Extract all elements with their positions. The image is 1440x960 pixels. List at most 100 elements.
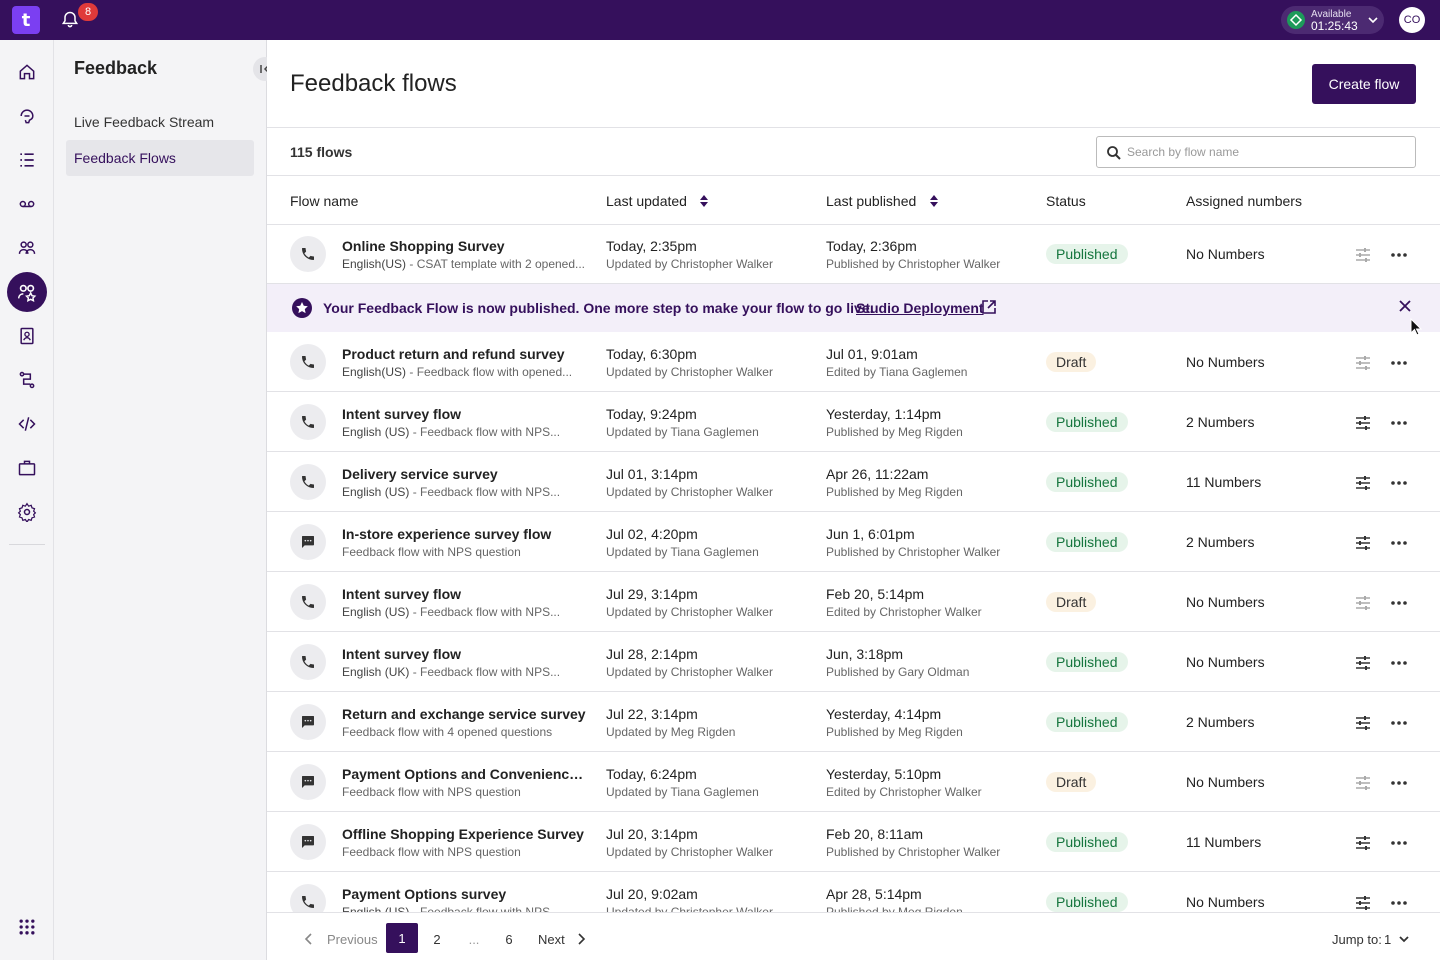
studio-deployment-link[interactable]: Studio Deployment	[856, 300, 984, 316]
page-2-button[interactable]: 2	[433, 931, 441, 947]
feedback-icon[interactable]	[7, 272, 47, 312]
last-published-date: Today, 2:36pm	[826, 238, 917, 254]
contacts-icon[interactable]	[11, 320, 43, 352]
chevron-down-icon[interactable]	[1396, 925, 1412, 953]
flow-name[interactable]: Intent survey flow	[342, 586, 462, 602]
col-last-published[interactable]: Last published	[826, 193, 917, 209]
sort-icon[interactable]	[699, 194, 709, 213]
last-published-date: Apr 26, 11:22am	[826, 466, 929, 482]
search-input[interactable]	[1127, 143, 1407, 161]
more-options-icon[interactable]	[1390, 354, 1408, 377]
bell-icon[interactable]	[60, 10, 80, 30]
availability-label: Available	[1311, 9, 1352, 20]
more-options-icon[interactable]	[1390, 534, 1408, 557]
nav-feedback-flows[interactable]: Feedback Flows	[66, 140, 254, 176]
status-badge: Published	[1046, 472, 1128, 492]
flow-name[interactable]: Payment Options and Convenience S...	[342, 766, 587, 782]
table-row[interactable]: In-store experience survey flow Feedback …	[267, 512, 1440, 572]
last-updated-date: Jul 02, 4:20pm	[606, 526, 698, 542]
flow-name[interactable]: Return and exchange service survey	[342, 706, 586, 722]
more-options-icon[interactable]	[1390, 774, 1408, 797]
jump-to-value[interactable]: 1	[1384, 931, 1392, 947]
flow-description: English (UK) - Feedback flow with NPS...	[342, 665, 587, 679]
tune-settings-icon[interactable]	[1354, 354, 1372, 377]
table-row[interactable]: Online Shopping Survey English(US) - CSAT…	[267, 224, 1440, 284]
more-options-icon[interactable]	[1390, 654, 1408, 677]
flow-name[interactable]: Intent survey flow	[342, 406, 462, 422]
col-last-updated[interactable]: Last updated	[606, 193, 687, 209]
feedback-subnav: Feedback Live Feedback Stream Feedback F…	[54, 40, 277, 960]
chevron-down-icon	[1367, 13, 1379, 25]
page-1-button[interactable]: 1	[386, 923, 418, 953]
voicemail-icon[interactable]	[11, 188, 43, 220]
table-row[interactable]: Return and exchange service survey Feedba…	[267, 692, 1440, 752]
more-options-icon[interactable]	[1390, 714, 1408, 737]
more-options-icon[interactable]	[1390, 834, 1408, 857]
flow-count: 115 flows	[290, 144, 353, 160]
table-row[interactable]: Product return and refund survey English(…	[267, 332, 1440, 392]
availability-toggle[interactable]: Available 01:25:43	[1281, 6, 1384, 34]
flow-name[interactable]: Product return and refund survey	[342, 346, 565, 362]
tune-settings-icon[interactable]	[1354, 834, 1372, 857]
tune-settings-icon[interactable]	[1354, 654, 1372, 677]
assigned-numbers: 2 Numbers	[1186, 414, 1255, 430]
last-published-date: Apr 28, 5:14pm	[826, 886, 922, 902]
tune-settings-icon[interactable]	[1354, 774, 1372, 797]
tune-settings-icon[interactable]	[1354, 246, 1372, 269]
previous-page-button[interactable]: Previous	[327, 931, 378, 947]
tune-settings-icon[interactable]	[1354, 594, 1372, 617]
team-icon[interactable]	[11, 232, 43, 264]
next-page-button[interactable]: Next	[538, 931, 565, 947]
tune-settings-icon[interactable]	[1354, 894, 1372, 917]
gear-icon[interactable]	[11, 496, 43, 528]
app-logo[interactable]: t	[12, 6, 40, 34]
last-updated-by: Updated by Christopher Walker	[606, 845, 773, 859]
tune-settings-icon[interactable]	[1354, 474, 1372, 497]
flow-name[interactable]: Delivery service survey	[342, 466, 498, 482]
more-options-icon[interactable]	[1390, 414, 1408, 437]
flow-name[interactable]: Offline Shopping Experience Survey	[342, 826, 584, 842]
table-row[interactable]: Payment Options and Convenience S... Feed…	[267, 752, 1440, 812]
flow-name[interactable]: Payment Options survey	[342, 886, 507, 902]
flow-name[interactable]: In-store experience survey flow	[342, 526, 552, 542]
last-updated-date: Today, 6:30pm	[606, 346, 697, 362]
more-options-icon[interactable]	[1390, 246, 1408, 269]
briefcase-icon[interactable]	[11, 452, 43, 484]
flow-name[interactable]: Online Shopping Survey	[342, 238, 505, 254]
more-options-icon[interactable]	[1390, 474, 1408, 497]
conversations-icon[interactable]	[11, 100, 43, 132]
create-flow-button[interactable]: Create flow	[1312, 64, 1416, 104]
chevron-right-icon[interactable]	[573, 925, 589, 953]
more-options-icon[interactable]	[1390, 894, 1408, 917]
home-icon[interactable]	[11, 56, 43, 88]
chevron-left-icon[interactable]	[301, 925, 317, 953]
table-row[interactable]: Delivery service survey English (US) - Fe…	[267, 452, 1440, 512]
table-row[interactable]: Intent survey flow English (UK) - Feedbac…	[267, 632, 1440, 692]
sort-icon[interactable]	[929, 194, 939, 213]
phone-icon	[290, 644, 326, 680]
close-icon[interactable]	[1398, 299, 1412, 318]
more-options-icon[interactable]	[1390, 594, 1408, 617]
list-icon[interactable]	[11, 144, 43, 176]
page-6-button[interactable]: 6	[505, 931, 513, 947]
table-row[interactable]: Intent survey flow English (US) - Feedbac…	[267, 392, 1440, 452]
flow-description: Feedback flow with NPS question	[342, 545, 587, 559]
nav-live-feedback-stream[interactable]: Live Feedback Stream	[74, 114, 215, 130]
flow-language: English (US)	[342, 605, 410, 619]
tune-settings-icon[interactable]	[1354, 714, 1372, 737]
status-badge: Published	[1046, 652, 1128, 672]
flow-desc-text: - Feedback flow with NPS...	[409, 425, 561, 439]
avatar[interactable]: CO	[1399, 7, 1425, 33]
flow-icon[interactable]	[11, 364, 43, 396]
code-icon[interactable]	[11, 408, 43, 440]
tune-settings-icon[interactable]	[1354, 414, 1372, 437]
flow-name[interactable]: Intent survey flow	[342, 646, 462, 662]
apps-grid-icon[interactable]	[11, 911, 43, 943]
flow-description: English (US) - Feedback flow with NPS...	[342, 425, 587, 439]
table-row[interactable]: Offline Shopping Experience Survey Feedba…	[267, 812, 1440, 872]
external-link-icon[interactable]	[981, 299, 997, 320]
tune-settings-icon[interactable]	[1354, 534, 1372, 557]
last-updated-by: Updated by Tiana Gaglemen	[606, 545, 759, 559]
assigned-numbers: No Numbers	[1186, 774, 1265, 790]
table-row[interactable]: Intent survey flow English (US) - Feedbac…	[267, 572, 1440, 632]
